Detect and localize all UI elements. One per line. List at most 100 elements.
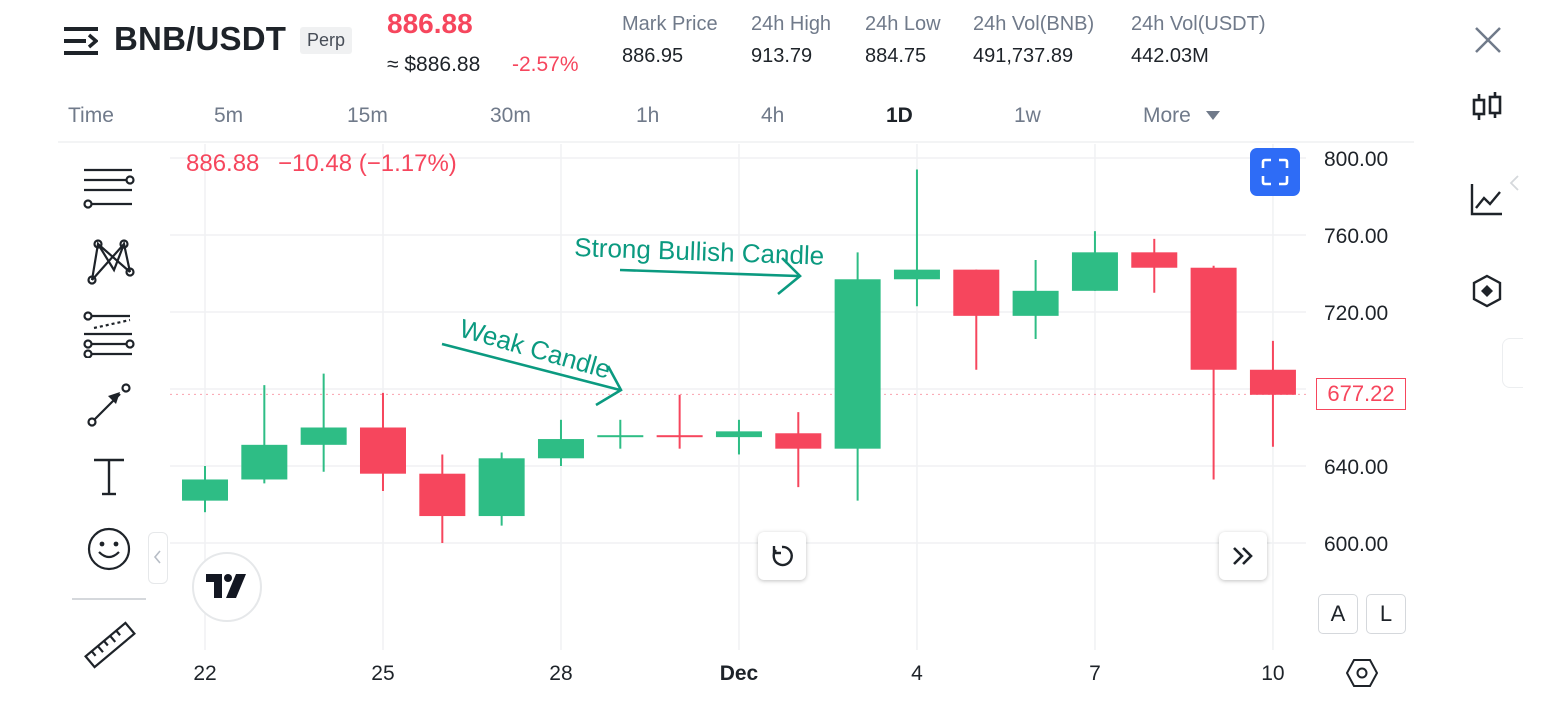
stat-value-24h-vol-bnb: 491,737.89 — [973, 45, 1074, 67]
tradingview-logo — [192, 552, 262, 622]
candle — [300, 373, 347, 472]
tab-5m[interactable]: 5m — [214, 104, 244, 127]
text-tool-icon[interactable] — [80, 452, 136, 502]
candle-body — [834, 279, 881, 449]
tab-30m[interactable]: 30m — [490, 104, 531, 127]
collapse-toolbar-handle[interactable] — [148, 532, 168, 584]
annotation-strong-bullish-label: Strong Bullish Candle — [574, 232, 825, 271]
ruler-tool-icon[interactable] — [80, 618, 136, 674]
stat-label-mark-price: Mark Price — [622, 13, 718, 35]
tab-time[interactable]: Time — [68, 104, 114, 127]
tab-1w[interactable]: 1w — [1014, 104, 1041, 127]
tabs-divider — [58, 141, 1414, 143]
candle — [597, 419, 644, 449]
y-tick-label: 640.00 — [1324, 456, 1388, 479]
candle — [715, 419, 762, 455]
fullscreen-icon — [1261, 158, 1289, 186]
annotation-strong-bullish-arrow — [619, 268, 799, 278]
candle-body — [893, 269, 940, 280]
x-tick-label: 10 — [1261, 662, 1284, 685]
toolbar-divider — [72, 598, 146, 600]
tab-1d[interactable]: 1D — [886, 104, 913, 127]
candle — [953, 269, 1000, 370]
panel-chevron-left-icon[interactable] — [1508, 174, 1520, 192]
close-icon[interactable] — [1474, 26, 1502, 54]
candle-body — [478, 458, 525, 517]
tab-1h[interactable]: 1h — [636, 104, 660, 127]
candle-body — [1131, 252, 1178, 268]
annotation-weak-candle-label: Weak Candle — [456, 313, 614, 385]
candle — [1071, 231, 1118, 291]
pattern-tool-icon[interactable] — [80, 236, 136, 286]
caret-down-icon[interactable] — [1206, 111, 1220, 121]
candle — [893, 169, 940, 307]
y-tick-label: 800.00 — [1324, 148, 1388, 171]
tab-15m[interactable]: 15m — [347, 104, 388, 127]
log-scale-button[interactable]: L — [1366, 594, 1406, 634]
chevron-left-icon — [153, 550, 161, 564]
x-tick-label: 25 — [371, 662, 394, 685]
stat-value-24h-low: 884.75 — [865, 45, 927, 67]
change-percent: -2.57% — [512, 53, 579, 76]
x-tick-label: 4 — [911, 662, 923, 685]
candle-body — [953, 269, 1000, 316]
indicators-icon[interactable] — [1468, 180, 1506, 218]
panel-resize-handle[interactable] — [1502, 338, 1523, 388]
candle — [1190, 265, 1237, 480]
fib-tool-icon[interactable] — [80, 308, 136, 358]
annotation-weak-candle-arrowhead — [595, 365, 623, 407]
emoji-tool-icon[interactable] — [80, 524, 136, 574]
chart-style-icon[interactable] — [1468, 272, 1506, 310]
double-chevron-right-icon — [1233, 547, 1253, 565]
candlestick-type-icon[interactable] — [1468, 88, 1506, 126]
candle-body — [1012, 290, 1059, 316]
arrow-tool-icon[interactable] — [80, 380, 136, 430]
chart-annotations: Strong Bullish Candle Weak Candle — [441, 232, 825, 407]
contract-type-badge: Perp — [300, 27, 353, 54]
refresh-icon — [772, 545, 793, 567]
pair-title[interactable]: BNB/USDT — [114, 20, 287, 57]
candle-body — [359, 427, 406, 474]
menu-icon[interactable] — [64, 26, 98, 56]
candle-body — [300, 427, 347, 445]
tab-4h[interactable]: 4h — [761, 104, 785, 127]
chart-price: 886.88 — [186, 150, 260, 177]
candle — [1131, 238, 1178, 293]
auto-scale-button[interactable]: A — [1318, 594, 1358, 634]
scroll-to-latest-button[interactable] — [1219, 532, 1267, 580]
stat-value-24h-vol-usdt: 442.03M — [1131, 45, 1209, 67]
tab-more[interactable]: More — [1143, 104, 1191, 127]
candle-body — [1190, 267, 1237, 370]
candle-body — [182, 479, 228, 501]
candle — [656, 394, 703, 449]
x-tick-label: 22 — [193, 662, 216, 685]
candle-body — [1249, 369, 1296, 395]
chart-settings-icon[interactable] — [1346, 658, 1378, 688]
fullscreen-button[interactable] — [1250, 148, 1300, 196]
chart-change: −10.48 (−1.17%) — [278, 150, 457, 177]
candle-body — [775, 433, 822, 449]
candle — [478, 452, 525, 526]
chart-grid: 800.00 760.00 720.00 640.00 600.00 22 25 28 Dec 4… — [170, 144, 1388, 685]
y-tick-label: 600.00 — [1324, 533, 1388, 556]
candle — [537, 419, 584, 466]
x-tick-label: 28 — [549, 662, 572, 685]
y-tick-label: 720.00 — [1324, 302, 1388, 325]
candle — [182, 466, 228, 513]
stat-value-24h-high: 913.79 — [751, 45, 813, 67]
candle-body — [241, 444, 288, 480]
tradingview-logo-icon — [206, 574, 246, 598]
usd-price: ≈ $886.88 — [387, 53, 481, 76]
current-price-label: 677.22 — [1316, 378, 1406, 410]
annotation-strong-bullish-arrowhead — [777, 257, 802, 296]
stat-value-mark-price: 886.95 — [622, 45, 684, 67]
stat-label-24h-vol-usdt: 24h Vol(USDT) — [1131, 13, 1266, 35]
horizontal-lines-tool-icon[interactable] — [80, 164, 136, 214]
stat-label-24h-high: 24h High — [751, 13, 832, 35]
x-tick-label: Dec — [720, 662, 759, 685]
candle — [834, 252, 881, 501]
candle-body — [715, 431, 762, 438]
candle — [775, 412, 822, 488]
reset-chart-button[interactable] — [758, 532, 806, 580]
candle — [241, 385, 288, 484]
